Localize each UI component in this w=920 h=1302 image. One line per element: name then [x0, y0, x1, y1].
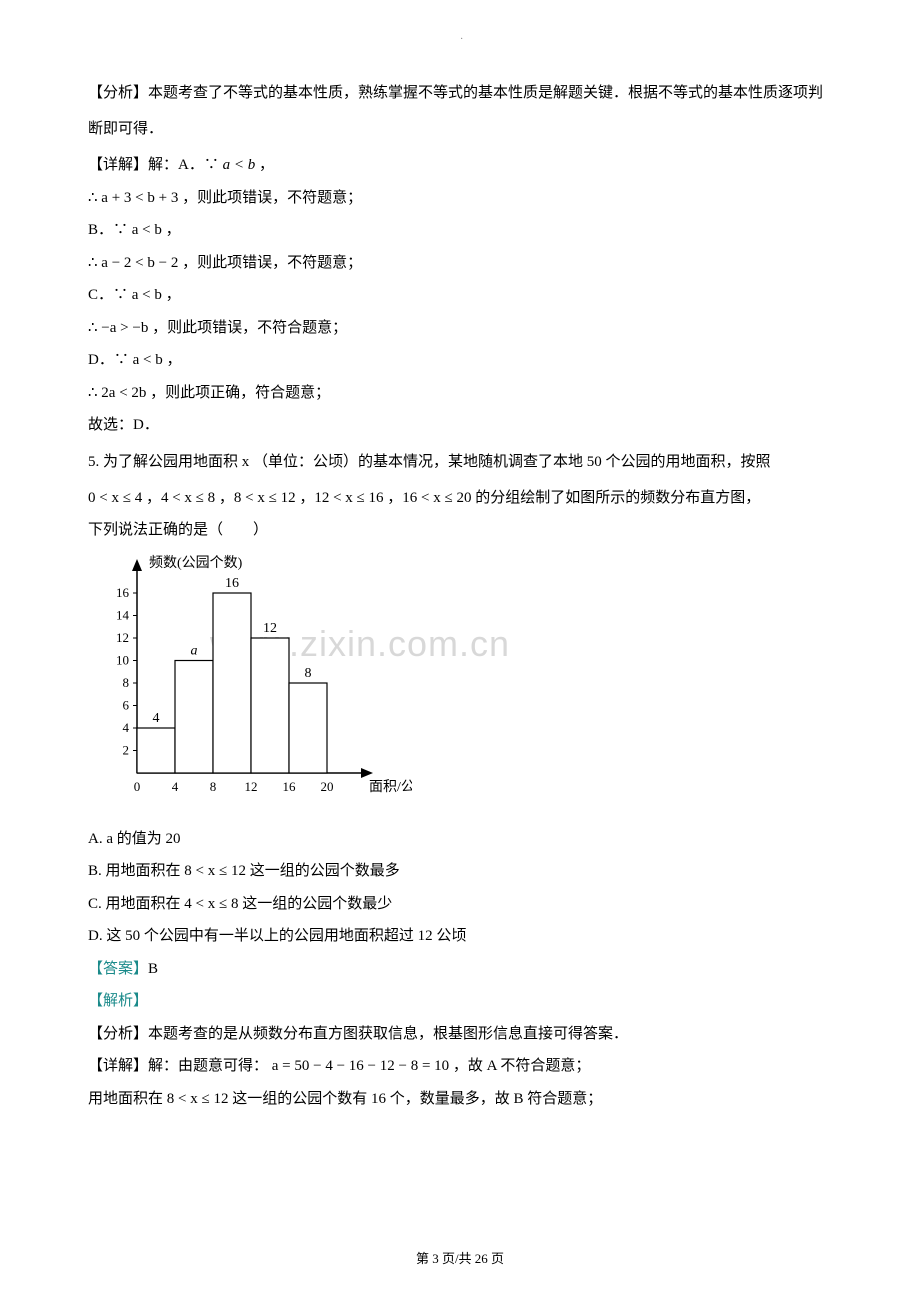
detail-q4-b1: B．∵ a < b ，: [88, 216, 832, 245]
svg-text:4: 4: [172, 779, 179, 794]
q4-choice: 故选：D．: [88, 411, 832, 440]
svg-text:频数(公园个数): 频数(公园个数): [149, 555, 243, 571]
detail-q4-d2: ∴ 2a < 2b ，则此项正确，符合题意；: [88, 379, 832, 408]
q5-option-b: B. 用地面积在 8 < x ≤ 12 这一组的公园个数最多: [88, 857, 832, 886]
svg-text:6: 6: [123, 697, 130, 712]
svg-text:16: 16: [283, 779, 297, 794]
svg-text:12: 12: [245, 779, 258, 794]
answer-label: 【答案】: [88, 961, 148, 977]
q5-option-d: D. 这 50 个公园中有一半以上的公园用地面积超过 12 公顷: [88, 922, 832, 951]
q5-detail2: 用地面积在 8 < x ≤ 12 这一组的公园个数有 16 个，数量最多，故 B…: [88, 1085, 832, 1114]
q5-analysis: 【分析】本题考查的是从频数分布直方图获取信息，根基图形信息直接可得答案．: [88, 1020, 832, 1049]
q5-jiexi: 【解析】: [88, 987, 832, 1016]
detail-q4-d1: D．∵ a < b ，: [88, 346, 832, 375]
svg-text:0: 0: [134, 779, 141, 794]
histogram-chart: 频数(公园个数) 面积/公顷 2 4 6 8 10 12 14 16 0 4 8 12 16 20 4 a 16 12…: [92, 553, 412, 813]
svg-text:a: a: [191, 643, 198, 658]
svg-text:12: 12: [263, 621, 277, 636]
svg-text:8: 8: [305, 666, 312, 681]
q5-option-c: C. 用地面积在 4 < x ≤ 8 这一组的公园个数最少: [88, 890, 832, 919]
answer-value: B: [148, 961, 158, 977]
svg-text:16: 16: [225, 576, 239, 591]
detail-q4-c2: ∴ −a > −b ，则此项错误，不符合题意；: [88, 314, 832, 343]
q5-stem2: 0 < x ≤ 4 ，4 < x ≤ 8 ，8 < x ≤ 12 ，12 < x…: [88, 484, 832, 513]
q5-option-a: A. a 的值为 20: [88, 825, 832, 854]
analysis-q4: 【分析】本题考查了不等式的基本性质，熟练掌握不等式的基本性质是解题关键．根据不等…: [88, 75, 832, 147]
math-ab: a < b: [223, 157, 256, 173]
top-marker: ·: [460, 30, 463, 49]
svg-text:2: 2: [123, 742, 130, 757]
detail-q4-c1: C．∵ a < b ，: [88, 281, 832, 310]
svg-text:10: 10: [116, 652, 129, 667]
histogram-svg: 频数(公园个数) 面积/公顷 2 4 6 8 10 12 14 16 0 4 8 12 16 20 4 a 16 12…: [92, 553, 412, 813]
detail-q4-a1: 【详解】解：A．∵ a < b ，: [88, 151, 832, 180]
q5-stem3: 下列说法正确的是（ ）: [88, 516, 832, 545]
svg-text:20: 20: [321, 779, 334, 794]
svg-text:16: 16: [116, 585, 130, 600]
q5-detail1: 【详解】解：由题意可得： a = 50 − 4 − 16 − 12 − 8 = …: [88, 1052, 832, 1081]
q5-stem1: 5. 为了解公园用地面积 x （单位：公顷）的基本情况，某地随机调查了本地 50…: [88, 444, 832, 480]
svg-text:12: 12: [116, 630, 129, 645]
svg-text:面积/公顷: 面积/公顷: [369, 779, 412, 795]
svg-text:8: 8: [123, 675, 130, 690]
detail-intro: 【详解】解：A．∵: [88, 157, 223, 173]
detail-q4-b2: ∴ a − 2 < b − 2 ，则此项错误，不符题意；: [88, 249, 832, 278]
page-number: 第 3 页/共 26 页: [0, 1247, 920, 1272]
q5-answer: 【答案】B: [88, 955, 832, 984]
svg-text:14: 14: [116, 607, 130, 622]
svg-text:4: 4: [153, 711, 160, 726]
detail-q4-a2: ∴ a + 3 < b + 3 ，则此项错误，不符题意；: [88, 184, 832, 213]
svg-text:8: 8: [210, 779, 217, 794]
svg-text:4: 4: [123, 720, 130, 735]
